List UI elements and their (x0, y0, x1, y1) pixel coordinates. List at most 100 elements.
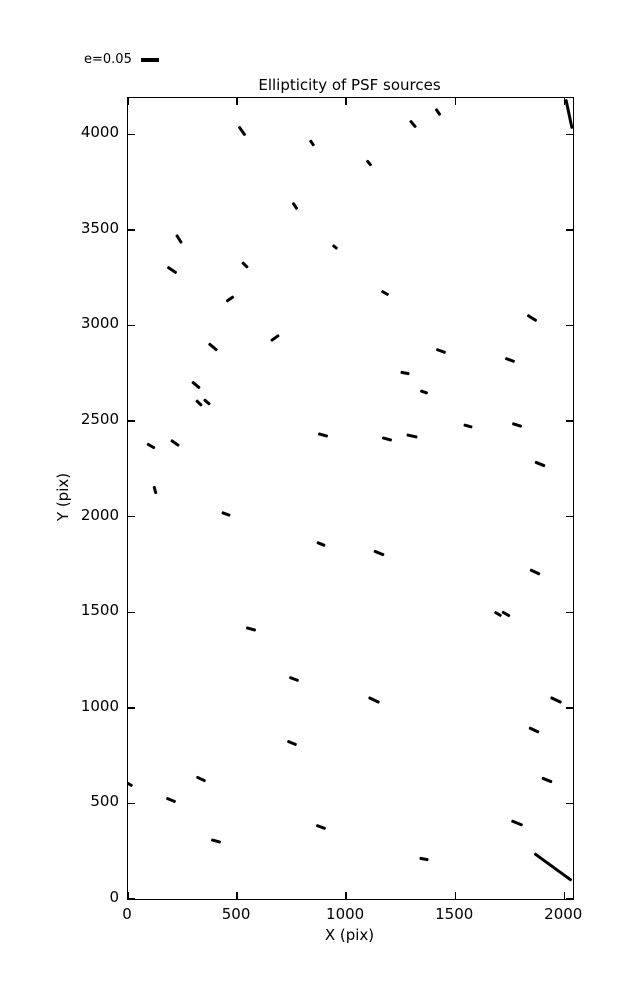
plot-title: Ellipticity of PSF sources (258, 76, 441, 94)
ellipticity-whisker (245, 625, 257, 632)
ellipticity-whisker (419, 856, 429, 862)
x-tick-label: 1500 (435, 905, 474, 923)
ellipticity-whisker (504, 356, 516, 363)
y-tick-label: 1000 (80, 696, 119, 715)
ellipticity-whisker (308, 139, 316, 148)
x-tick-bottom (128, 892, 129, 899)
ellipticity-whisker (152, 485, 158, 494)
ellipticity-whisker (170, 438, 181, 447)
ellipticity-whisker (533, 851, 573, 882)
ellipticity-whisker (241, 260, 250, 269)
ellipticity-whisker (434, 108, 442, 117)
y-tick-right (566, 707, 573, 709)
y-tick-right (566, 229, 573, 231)
ellipticity-whisker (210, 838, 222, 844)
ellipticity-whisker (365, 159, 373, 168)
y-tick-label: 1500 (80, 601, 119, 620)
ellipticity-whisker (286, 739, 298, 747)
ellipticity-whisker (128, 780, 134, 788)
ellipticity-whisker (406, 432, 418, 439)
y-tick-left (128, 611, 135, 613)
y-tick-right (566, 802, 573, 805)
ellipticity-whisker (409, 119, 418, 129)
x-tick-bottom (454, 892, 456, 899)
ellipticity-whisker (317, 431, 329, 438)
x-tick-bottom (563, 892, 565, 899)
ellipticity-whisker (419, 388, 429, 395)
x-tick-label: 2000 (544, 905, 583, 923)
ellipticity-whisker (529, 568, 541, 576)
ellipticity-whisker (541, 776, 553, 784)
ellipticity-whisker (288, 675, 300, 682)
ellipticity-whisker (511, 421, 523, 428)
ellipticity-whisker (463, 423, 474, 429)
y-tick-left (128, 802, 135, 805)
y-tick-right (566, 611, 573, 613)
ellipticity-whisker (436, 348, 447, 355)
x-tick-bottom (345, 892, 347, 899)
y-tick-left (128, 229, 135, 231)
legend-line-icon (140, 58, 159, 62)
ellipticity-whisker (511, 819, 524, 827)
y-tick-label: 500 (90, 792, 119, 811)
ellipticity-whisker (166, 266, 178, 275)
ellipticity-whisker (221, 510, 231, 517)
y-tick-left (128, 515, 135, 518)
ellipticity-whisker (331, 244, 339, 251)
y-tick-right (566, 515, 573, 518)
ellipticity-whisker (191, 380, 201, 389)
ellipticity-whisker (175, 234, 183, 245)
ellipticity-whisker (316, 540, 326, 547)
x-tick-bottom (236, 892, 238, 899)
ellipticity-whisker (202, 397, 211, 406)
ellipticity-whisker (207, 342, 219, 353)
x-tick-top (454, 98, 456, 105)
legend-label: e=0.05 (84, 52, 132, 67)
ellipticity-whisker (501, 610, 511, 618)
ellipticity-whisker (225, 294, 235, 303)
x-axis-label: X (pix) (324, 926, 375, 944)
ellipticity-whisker (165, 796, 177, 804)
x-tick-top (345, 98, 347, 105)
ellipticity-whisker (381, 435, 393, 442)
ellipticity-whisker (237, 125, 247, 137)
y-tick-label: 3500 (80, 218, 119, 237)
ellipticity-whisker (195, 775, 207, 783)
ellipticity-whisker (534, 460, 546, 468)
plot-area (127, 97, 574, 900)
y-tick-right (566, 420, 573, 422)
ellipticity-whisker (315, 823, 327, 831)
ellipticity-whisker (564, 99, 573, 130)
ellipticity-whisker (528, 726, 540, 734)
y-tick-left (128, 707, 135, 709)
y-tick-label: 4000 (80, 123, 119, 142)
y-tick-label: 2500 (80, 410, 119, 429)
ellipticity-whisker (526, 314, 538, 323)
ellipticity-whisker (550, 695, 563, 704)
ellipticity-whisker (367, 695, 381, 704)
x-tick-label: 1000 (326, 905, 365, 923)
ellipticity-whisker (146, 441, 156, 450)
ellipticity-whisker (380, 290, 390, 297)
x-tick-top (563, 98, 565, 105)
legend: e=0.05 (84, 50, 159, 70)
y-tick-label: 3000 (80, 314, 119, 333)
x-tick-label: 0 (122, 905, 132, 923)
y-tick-right (566, 898, 573, 899)
y-tick-right (566, 133, 573, 135)
ellipticity-whisker (373, 549, 385, 557)
ellipticity-whisker (195, 399, 203, 408)
y-tick-left (128, 898, 135, 899)
ellipticity-whisker (270, 333, 280, 342)
x-tick-top (128, 98, 129, 105)
y-tick-left (128, 324, 135, 327)
ellipticity-whisker (400, 370, 410, 375)
y-tick-left (128, 420, 135, 422)
y-tick-left (128, 133, 135, 135)
y-tick-label: 0 (109, 888, 119, 906)
x-tick-label: 500 (221, 905, 251, 923)
x-tick-top (236, 98, 238, 105)
y-tick-label: 2000 (80, 505, 119, 524)
y-tick-right (566, 324, 573, 327)
